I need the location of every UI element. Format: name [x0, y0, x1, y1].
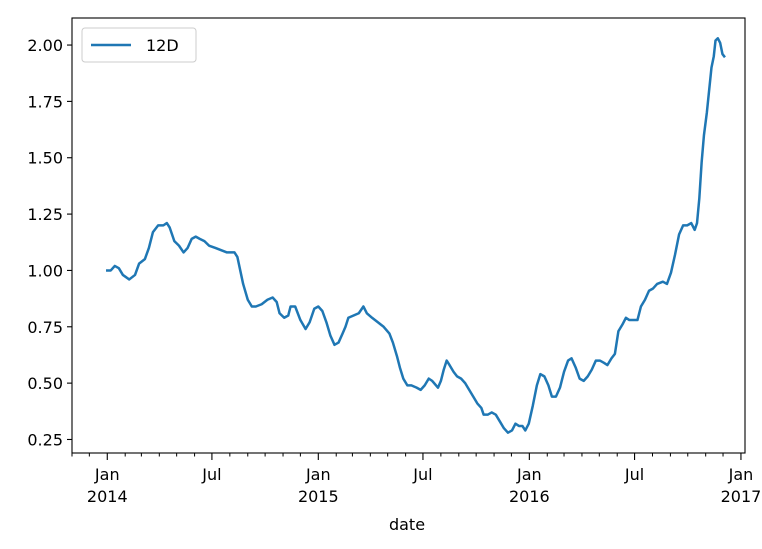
y-tick-label: 1.50	[27, 149, 63, 168]
x-tick-label: Jan	[516, 465, 542, 484]
legend-label-12d: 12D	[146, 36, 179, 55]
y-tick-label: 2.00	[27, 36, 63, 55]
x-tick-year-label: 2017	[721, 487, 762, 506]
axes-frame	[71, 17, 746, 454]
x-tick-year-label: 2016	[509, 487, 550, 506]
x-tick-label: Jul	[201, 465, 221, 484]
y-tick-label: 1.00	[27, 261, 63, 280]
x-tick-label: Jan	[305, 465, 331, 484]
x-tick-label: Jan	[728, 465, 754, 484]
x-axis: Jan 2014 Jul Jan 2015 Jul Jan 2016 Jul Jan 2017	[71, 453, 762, 506]
y-axis: 0.25 0.50 0.75 1.00 1.25 1.50 1.75 2.00	[27, 36, 72, 449]
plot-area	[71, 17, 746, 454]
legend-box	[81, 27, 197, 63]
legend: 12D	[81, 27, 197, 63]
x-tick-label: Jan	[94, 465, 120, 484]
x-axis-title: date	[389, 515, 425, 534]
x-tick-label: Jul	[412, 465, 432, 484]
y-tick-label: 0.50	[27, 374, 63, 393]
series-line-12d	[106, 37, 726, 434]
x-tick-label: Jul	[624, 465, 644, 484]
x-tick-year-label: 2014	[87, 487, 128, 506]
y-tick-label: 0.25	[27, 430, 63, 449]
x-tick-year-label: 2015	[298, 487, 339, 506]
y-tick-label: 0.75	[27, 318, 63, 337]
y-tick-label: 1.25	[27, 205, 63, 224]
y-tick-label: 1.75	[27, 92, 63, 111]
